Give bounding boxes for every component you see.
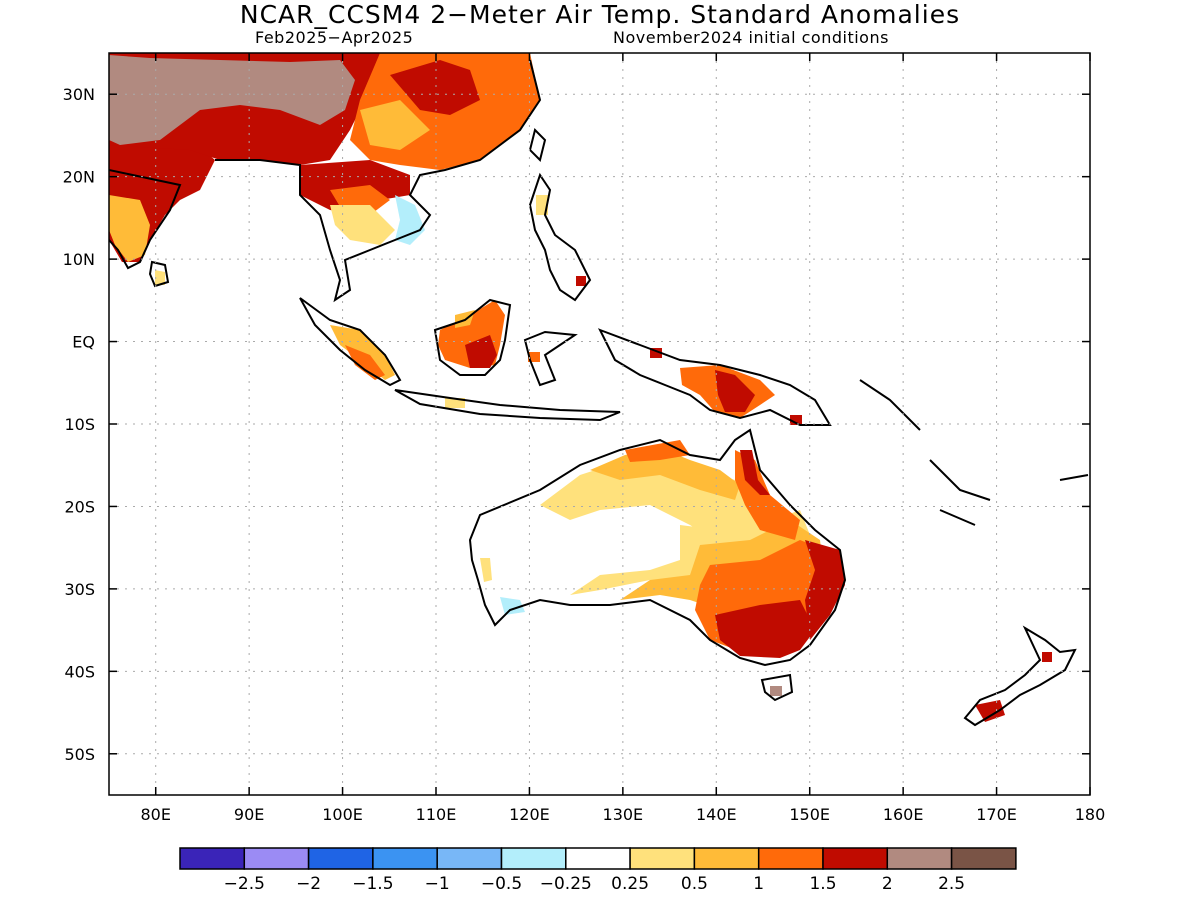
top-end-dark-orange xyxy=(625,440,690,462)
y-tick-label: 10N xyxy=(63,250,95,269)
new-guinea-red xyxy=(715,370,755,412)
colorbar-label: 2 xyxy=(882,874,893,894)
borneo-coast xyxy=(433,298,512,376)
mindanao-red xyxy=(576,276,586,286)
colorbar-swatch xyxy=(372,847,438,870)
new-zealand-coast xyxy=(963,625,1077,727)
x-tick-label: 120E xyxy=(509,805,550,824)
coastlines xyxy=(109,59,1089,727)
y-axis: 30N 20N 10N EQ 10S 20S 30S 40S 50S xyxy=(63,85,1090,764)
tasmania-brown xyxy=(770,686,782,696)
new-guinea-coast xyxy=(597,328,832,426)
y-tick-label: EQ xyxy=(72,333,95,352)
australia-coast xyxy=(468,428,847,667)
indochina-coast xyxy=(215,59,542,303)
x-tick-label: 150E xyxy=(789,805,830,824)
australia-north-orange xyxy=(590,448,740,500)
colorbar-swatch xyxy=(243,847,310,870)
asia-coast xyxy=(109,169,182,270)
colorbar-label: −1.5 xyxy=(352,874,393,894)
x-tick-label: 180 xyxy=(1075,805,1106,824)
y-tick-label: 40S xyxy=(64,662,95,681)
x-tick-label: 100E xyxy=(322,805,363,824)
x-tick-label: 140E xyxy=(696,805,737,824)
sri-lanka-yellow xyxy=(155,270,165,285)
pacific-islands xyxy=(859,379,1089,526)
philippines-coast xyxy=(528,172,592,302)
x-tick-label: 130E xyxy=(603,805,644,824)
sumatra-dark-orange xyxy=(345,345,385,380)
wa-blue xyxy=(500,597,525,615)
taiwan-coast xyxy=(528,128,547,162)
colorbar-label: 0.5 xyxy=(681,874,708,894)
initial-conditions: November2024 initial conditions xyxy=(613,28,889,47)
grid-lines xyxy=(109,53,1090,795)
colorbar-swatch xyxy=(565,847,631,870)
x-tick-label: 90E xyxy=(234,805,264,824)
vietnam-blue xyxy=(395,195,425,245)
x-axis: 80E 90E 100E 110E 120E 130E 140E 150E 160E 170E 18… xyxy=(140,53,1105,824)
colorbar-label: −0.25 xyxy=(540,874,592,894)
colorbar-swatch xyxy=(950,847,1017,870)
nz-red xyxy=(975,700,1005,722)
x-tick-label: 160E xyxy=(883,805,924,824)
colorbar-swatch xyxy=(757,847,824,870)
colorbar-swatch xyxy=(307,847,374,870)
colorbar-label: 2.5 xyxy=(938,874,965,894)
y-tick-label: 10S xyxy=(64,415,95,434)
y-tick-label: 20N xyxy=(63,168,95,187)
china-orange-light xyxy=(360,100,430,150)
colorbar-label: 1 xyxy=(753,874,764,894)
colorbar-swatch xyxy=(500,847,567,870)
queensland-red xyxy=(740,450,770,495)
southeast-australia-red xyxy=(715,600,815,658)
java-coast xyxy=(394,389,621,422)
tibet-brown xyxy=(109,55,355,145)
x-tick-label: 80E xyxy=(140,805,170,824)
tasmania-coast xyxy=(760,673,794,702)
chart-title: NCAR_CCSM4 2−Meter Air Temp. Standard An… xyxy=(239,0,961,29)
colorbar-label: 1.5 xyxy=(809,874,836,894)
colorbar-swatch xyxy=(886,847,953,870)
wa-yellow xyxy=(480,558,492,582)
y-tick-label: 20S xyxy=(64,497,95,516)
y-tick-label: 50S xyxy=(64,745,95,764)
colorbar-label: −2 xyxy=(296,874,321,894)
colorbar-swatch xyxy=(436,847,503,870)
australia-north-yellow xyxy=(540,452,790,545)
colorbar-swatch xyxy=(693,847,760,870)
colorbar-swatch xyxy=(179,847,246,870)
sulawesi-coast xyxy=(523,330,578,387)
colorbar-label: 0.25 xyxy=(611,874,649,894)
sumatra-coast xyxy=(299,297,402,387)
china-red xyxy=(390,60,480,115)
colorbar-label: −2.5 xyxy=(224,874,265,894)
colorbar-label: −0.5 xyxy=(481,874,522,894)
y-tick-label: 30N xyxy=(63,85,95,104)
indochina-yellow xyxy=(330,205,395,245)
india-south-orange xyxy=(109,195,150,262)
sulawesi-orange xyxy=(528,352,540,362)
anomaly-shading xyxy=(109,53,1052,722)
sri-lanka-coast xyxy=(148,260,170,288)
nsw-coast-red xyxy=(805,540,845,640)
colorbar-swatch xyxy=(629,847,696,870)
colorbar-label: −1 xyxy=(425,874,450,894)
borneo-red xyxy=(465,335,497,368)
nz-north-red xyxy=(1042,652,1052,662)
x-tick-label: 110E xyxy=(416,805,457,824)
java-yellow xyxy=(445,398,465,408)
colorbar: −2.5 −2 −1.5 −1 −0.5 −0.25 0.25 0.5 1 1.5 2 2.5 xyxy=(179,847,1017,894)
forecast-period: Feb2025−Apr2025 xyxy=(255,28,414,47)
colorbar-swatch xyxy=(822,847,889,870)
x-tick-label: 170E xyxy=(976,805,1017,824)
y-tick-label: 30S xyxy=(64,580,95,599)
